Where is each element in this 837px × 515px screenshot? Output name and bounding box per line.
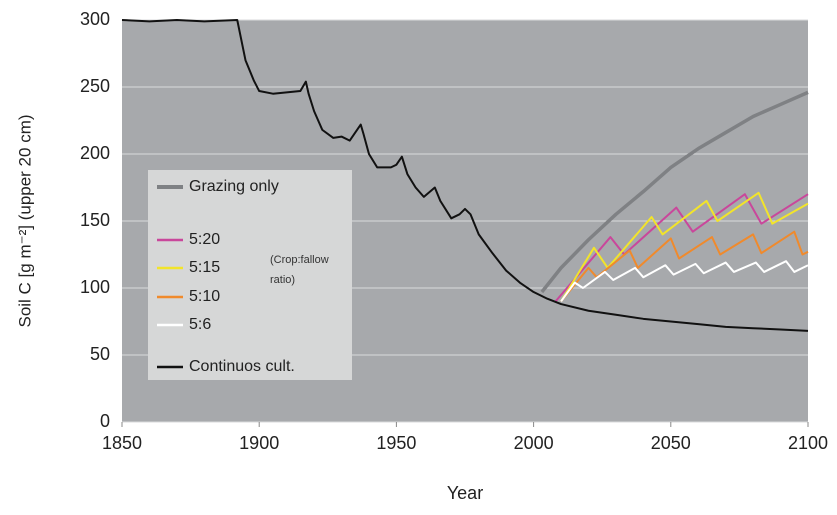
x-tick-label: 2000 xyxy=(514,433,554,453)
series-line xyxy=(560,191,809,302)
legend-box xyxy=(148,170,352,380)
legend-label: 5:10 xyxy=(189,288,220,305)
y-tick-label: 50 xyxy=(90,344,110,364)
x-axis-label: Year xyxy=(447,483,483,503)
legend-label: Continuos cult. xyxy=(189,358,295,375)
y-tick-label: 150 xyxy=(80,210,110,230)
y-axis-label: Soil C [g m⁻²] (upper 20 cm) xyxy=(15,114,34,327)
series-line xyxy=(121,19,809,332)
x-tick-label: 1850 xyxy=(102,433,142,453)
series-line xyxy=(560,260,809,302)
series-line xyxy=(540,90,809,294)
legend-label: 5:6 xyxy=(189,316,211,333)
y-tick-label: 250 xyxy=(80,76,110,96)
annotation-box: (Crop:fallow ratio) xyxy=(270,254,329,286)
legend-label: 5:15 xyxy=(189,259,220,276)
y-tick-label: 200 xyxy=(80,143,110,163)
series-line xyxy=(554,193,809,303)
x-tick-label: 1950 xyxy=(376,433,416,453)
y-tick-label: 0 xyxy=(100,411,110,431)
annotation: (Crop:fallow ratio) xyxy=(270,254,329,286)
x-tick-label: 2100 xyxy=(788,433,828,453)
y-tick-label: 300 xyxy=(80,9,110,29)
x-tick-label: 1900 xyxy=(239,433,279,453)
x-tick-label: 2050 xyxy=(651,433,691,453)
y-tick-label: 100 xyxy=(80,277,110,297)
legend-label: Grazing only xyxy=(189,178,279,195)
legend-label: 5:20 xyxy=(189,231,220,248)
